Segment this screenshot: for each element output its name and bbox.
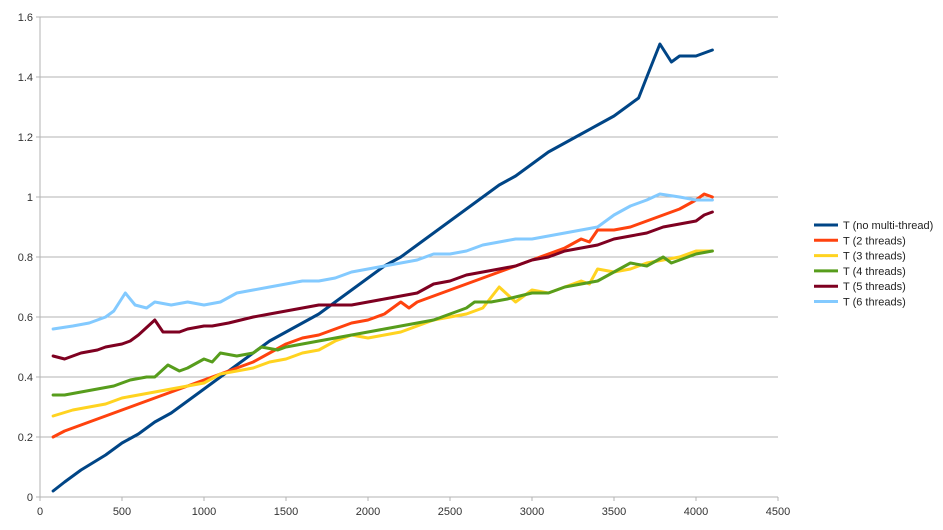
y-tick-label: 0 xyxy=(27,492,33,504)
x-tick-label: 2000 xyxy=(356,506,380,518)
y-tick-label: 0.2 xyxy=(18,432,33,444)
x-tick-label: 1000 xyxy=(192,506,216,518)
legend-label: T (3 threads) xyxy=(843,251,906,263)
x-tick-label: 1500 xyxy=(274,506,298,518)
y-tick-label: 1.6 xyxy=(18,12,33,24)
x-tick-label: 2500 xyxy=(438,506,462,518)
x-tick-label: 3500 xyxy=(602,506,626,518)
legend-label: T (no multi-thread) xyxy=(843,220,933,232)
x-tick-label: 4500 xyxy=(766,506,790,518)
x-axis-ticks: 0 500 1000 1500 2000 2500 3000 3500 4000 4500 xyxy=(37,497,790,518)
y-tick-label: 1.4 xyxy=(18,72,33,84)
y-tick-label: 0.8 xyxy=(18,252,33,264)
series-line xyxy=(51,249,714,397)
series-line xyxy=(51,42,714,493)
y-tick-label: 1 xyxy=(27,192,33,204)
x-tick-label: 4000 xyxy=(684,506,708,518)
y-tick-label: 0.6 xyxy=(18,312,33,324)
x-tick-label: 0 xyxy=(37,506,43,518)
y-tick-label: 1.2 xyxy=(18,132,33,144)
legend-label: T (2 threads) xyxy=(843,235,906,247)
legend-label: T (6 threads) xyxy=(843,297,906,309)
series-line xyxy=(51,192,714,331)
y-axis-ticks: 0 0.2 0.4 0.6 0.8 1 1.2 1.4 1.6 xyxy=(18,12,40,504)
legend-label: T (5 threads) xyxy=(843,281,906,293)
series-lines xyxy=(51,42,714,493)
series-line xyxy=(51,192,714,439)
legend: T (no multi-thread) T (2 threads) T (3 thr… xyxy=(814,220,933,309)
x-tick-label: 3000 xyxy=(520,506,544,518)
y-tick-label: 0.4 xyxy=(18,372,33,384)
x-tick-label: 500 xyxy=(113,506,131,518)
legend-label: T (4 threads) xyxy=(843,266,906,278)
gridlines xyxy=(40,16,778,498)
series-line xyxy=(51,210,714,361)
series-line xyxy=(51,249,714,418)
